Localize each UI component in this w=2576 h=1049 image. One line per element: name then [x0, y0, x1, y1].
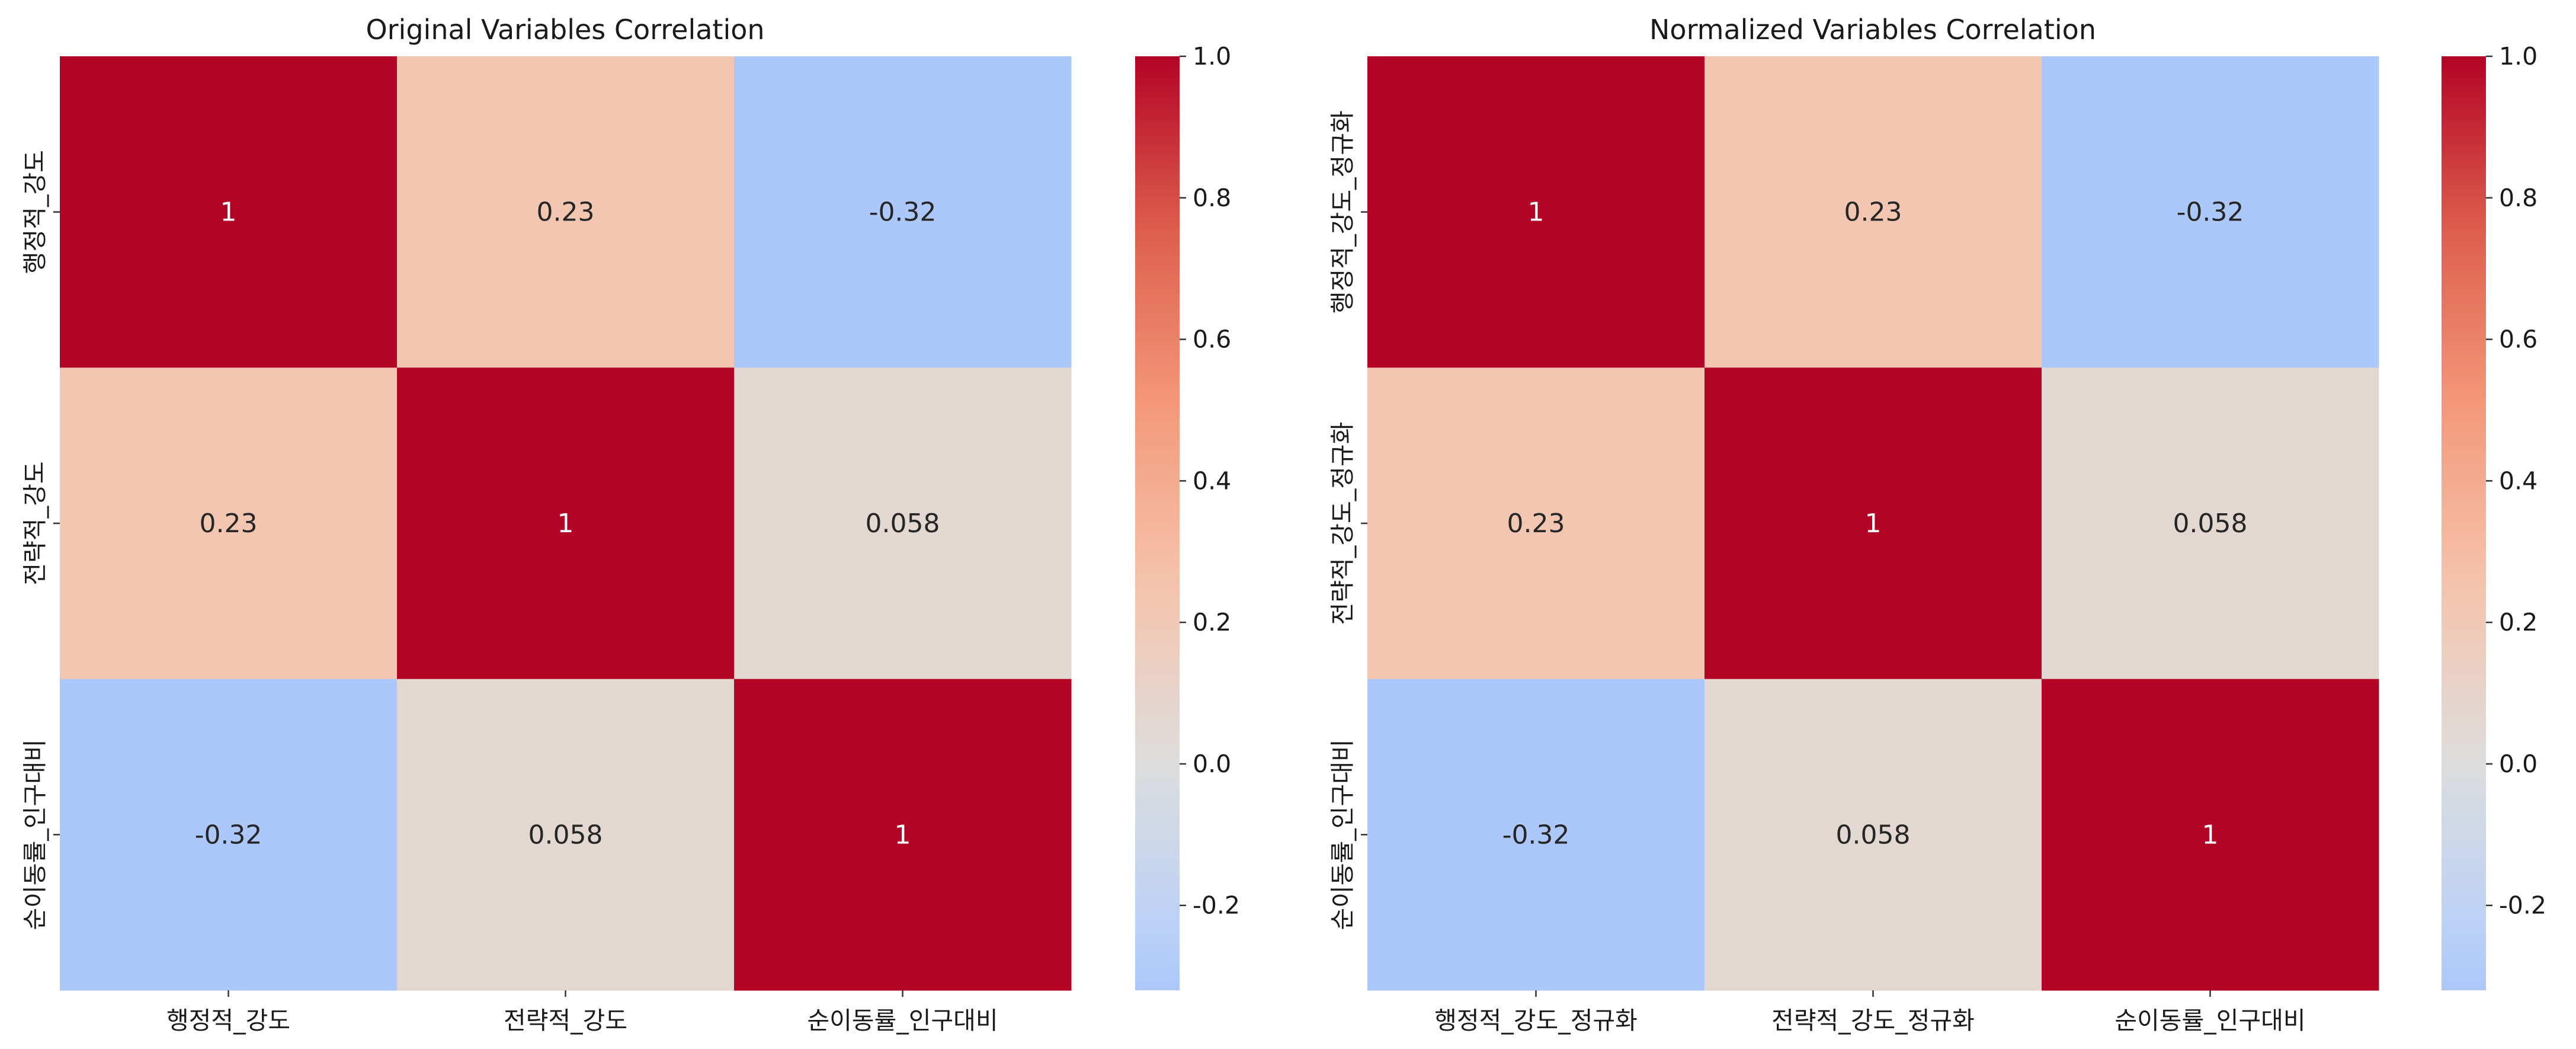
x-tick-label: 행정적_강도: [166, 1006, 290, 1035]
cell-annotations: 1 0.23 -0.32 0.23 1 0.058 -0.32 0.058 1: [1502, 197, 2248, 850]
x-tick-label: 행정적_강도_정규화: [1434, 1006, 1638, 1035]
cell-value-label: 1: [1865, 508, 1882, 539]
heatmap-cell: [734, 679, 1072, 991]
cell-value-label: 0.058: [866, 508, 940, 539]
heatmap-cell: [1367, 56, 1705, 368]
cell-value-label: 0.058: [1836, 820, 1911, 850]
heatmap-cell: [60, 56, 398, 368]
colorbar-tick-label: 0.0: [2499, 750, 2537, 778]
heatmap-cell: [734, 367, 1072, 680]
x-tick-label: 순이동률_인구대비: [807, 1006, 998, 1035]
colorbar-tick-label: 0.4: [2499, 466, 2537, 495]
colorbar-tick-label: 0.4: [1193, 466, 1231, 495]
colorbar: -0.2 0.0 0.2 0.4 0.6 0.8 1.0: [1135, 42, 1240, 990]
x-axis: 행정적_강도_정규화 전략적_강도_정규화 순이동률_인구대비: [1434, 990, 2306, 1035]
cell-value-label: 1: [2202, 820, 2219, 850]
y-tick-label: 전략적_강도: [21, 461, 49, 585]
cell-value-label: 1: [1528, 197, 1545, 228]
colorbar-tick-label: -0.2: [1193, 891, 1240, 920]
cell-value-label: 0.058: [2173, 508, 2248, 539]
cell-value-label: 0.23: [1844, 197, 1902, 228]
heatmap-cell: [734, 56, 1072, 368]
colorbar-tick-label: 0.6: [1193, 325, 1231, 354]
colorbar-tick-label: 1.0: [1193, 42, 1231, 71]
colorbar-tick-label: 0.2: [1193, 608, 1231, 637]
chart-title: Normalized Variables Correlation: [1649, 14, 2096, 46]
heatmap-cells: [60, 56, 1072, 991]
colorbar-tick-label: 0.6: [2499, 325, 2537, 354]
x-tick-label: 전략적_강도: [504, 1006, 627, 1035]
x-tick-label: 순이동률_인구대비: [2114, 1006, 2305, 1035]
heatmap-cells: [1367, 56, 2379, 991]
cell-value-label: 1: [558, 508, 574, 539]
y-tick-label: 순이동률_인구대비: [21, 739, 49, 930]
heatmap-original: Original Variables Correlation 1 0.23 -0.3…: [21, 14, 1240, 1035]
colorbar-tick-label: 1.0: [2499, 42, 2537, 71]
cell-value-label: -0.32: [1502, 820, 1570, 850]
heatmap-cell: [2042, 367, 2379, 680]
cell-value-label: 0.058: [528, 820, 603, 850]
cell-value-label: 1: [220, 197, 237, 228]
y-tick-label: 행정적_강도_정규화: [1328, 110, 1357, 314]
cell-value-label: 0.23: [1507, 508, 1565, 539]
cell-value-label: -0.32: [869, 197, 937, 228]
chart-title: Original Variables Correlation: [366, 14, 764, 46]
colorbar-tick-label: -0.2: [2499, 891, 2546, 920]
colorbar-gradient: [1135, 56, 1180, 990]
cell-value-label: -0.32: [195, 820, 262, 850]
heatmap-cell: [1704, 56, 2042, 368]
heatmap-normalized: Normalized Variables Correlation 1 0.23 -0…: [1328, 14, 2546, 1035]
y-tick-label: 전략적_강도_정규화: [1328, 422, 1357, 625]
x-axis: 행정적_강도 전략적_강도 순이동률_인구대비: [166, 990, 998, 1035]
x-tick-label: 전략적_강도_정규화: [1771, 1006, 1975, 1035]
heatmap-cell: [60, 679, 398, 991]
colorbar-tick-label: 0.8: [2499, 184, 2537, 212]
colorbar-tick-label: 0.0: [1193, 750, 1231, 778]
heatmap-cell: [1704, 679, 2042, 991]
colorbar-gradient: [2442, 56, 2486, 990]
cell-value-label: 0.23: [200, 508, 258, 539]
heatmap-cell: [1367, 679, 1705, 991]
colorbar-tick-label: 0.2: [2499, 608, 2537, 637]
cell-value-label: 1: [895, 820, 911, 850]
heatmap-cell: [1367, 367, 1705, 680]
heatmap-cell: [397, 367, 735, 680]
heatmap-cell: [1704, 367, 2042, 680]
colorbar-tick-label: 0.8: [1193, 184, 1231, 212]
y-tick-label: 순이동률_인구대비: [1328, 739, 1357, 930]
heatmap-cell: [60, 367, 398, 680]
colorbar: -0.2 0.0 0.2 0.4 0.6 0.8 1.0: [2442, 42, 2546, 990]
cell-annotations: 1 0.23 -0.32 0.23 1 0.058 -0.32 0.058 1: [195, 197, 940, 850]
heatmap-cell: [397, 679, 735, 991]
cell-value-label: -0.32: [2177, 197, 2244, 228]
heatmap-cell: [2042, 679, 2379, 991]
cell-value-label: 0.23: [537, 197, 595, 228]
heatmap-cell: [397, 56, 735, 368]
y-tick-label: 행정적_강도: [21, 150, 49, 274]
heatmap-cell: [2042, 56, 2379, 368]
